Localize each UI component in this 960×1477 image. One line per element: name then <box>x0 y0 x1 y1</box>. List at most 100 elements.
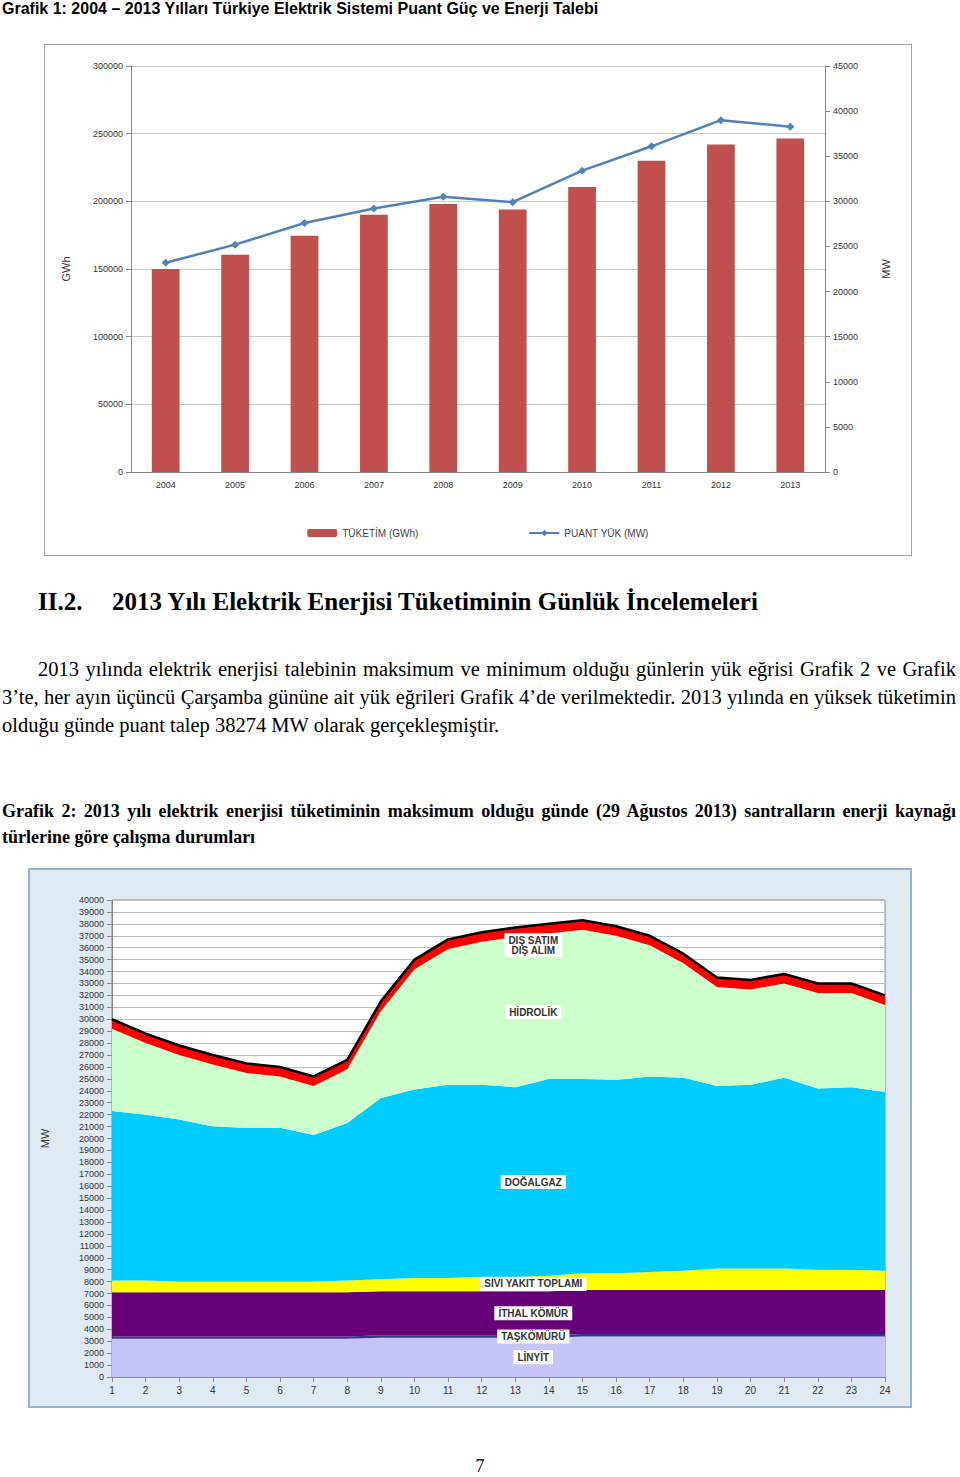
svg-text:30000: 30000 <box>79 1014 104 1024</box>
svg-text:TAŞKÖMÜRÜ: TAŞKÖMÜRÜ <box>501 1330 565 1342</box>
svg-text:2008: 2008 <box>433 480 453 490</box>
svg-text:12000: 12000 <box>79 1229 104 1239</box>
svg-text:2011: 2011 <box>642 480 661 490</box>
svg-text:27000: 27000 <box>79 1050 104 1060</box>
svg-text:14: 14 <box>543 1385 555 1396</box>
svg-text:32000: 32000 <box>79 990 104 1000</box>
svg-text:2004: 2004 <box>156 480 176 490</box>
svg-text:2013: 2013 <box>780 480 800 490</box>
svg-text:5: 5 <box>244 1385 250 1396</box>
svg-text:8: 8 <box>344 1385 350 1396</box>
svg-text:23: 23 <box>846 1385 858 1396</box>
svg-text:10: 10 <box>409 1385 421 1396</box>
svg-text:17: 17 <box>644 1385 656 1396</box>
svg-text:23000: 23000 <box>79 1098 104 1108</box>
svg-text:33000: 33000 <box>79 978 104 988</box>
svg-text:10000: 10000 <box>79 1253 104 1263</box>
svg-text:30000: 30000 <box>833 196 858 206</box>
svg-text:200000: 200000 <box>93 196 123 206</box>
svg-text:MW: MW <box>39 1128 51 1148</box>
svg-text:19000: 19000 <box>79 1145 104 1155</box>
svg-text:38000: 38000 <box>79 919 104 929</box>
svg-text:50000: 50000 <box>98 399 123 409</box>
svg-text:15000: 15000 <box>79 1193 104 1203</box>
svg-text:39000: 39000 <box>79 907 104 917</box>
svg-text:2007: 2007 <box>364 480 384 490</box>
svg-text:2006: 2006 <box>294 480 314 490</box>
svg-text:28000: 28000 <box>79 1038 104 1048</box>
svg-text:TÜKETİM (GWh): TÜKETİM (GWh) <box>342 527 418 539</box>
svg-text:7000: 7000 <box>84 1289 104 1299</box>
svg-text:11: 11 <box>443 1385 454 1396</box>
svg-text:HİDROLİK: HİDROLİK <box>509 1006 558 1018</box>
svg-text:19: 19 <box>711 1385 723 1396</box>
svg-text:16: 16 <box>611 1385 623 1396</box>
svg-text:13000: 13000 <box>79 1217 104 1227</box>
svg-text:15000: 15000 <box>833 332 858 342</box>
svg-text:16000: 16000 <box>79 1181 104 1191</box>
svg-text:18: 18 <box>678 1385 690 1396</box>
svg-text:2: 2 <box>143 1385 149 1396</box>
svg-text:26000: 26000 <box>79 1062 104 1072</box>
svg-text:0: 0 <box>99 1372 104 1382</box>
svg-text:7: 7 <box>311 1385 317 1396</box>
svg-text:2005: 2005 <box>225 480 245 490</box>
svg-text:İTHAL KÖMÜR: İTHAL KÖMÜR <box>498 1307 569 1319</box>
svg-text:4000: 4000 <box>84 1324 104 1334</box>
svg-text:40000: 40000 <box>833 106 858 116</box>
svg-text:25000: 25000 <box>833 241 858 251</box>
svg-text:2000: 2000 <box>84 1348 104 1358</box>
svg-text:9000: 9000 <box>84 1265 104 1275</box>
svg-text:3000: 3000 <box>84 1336 104 1346</box>
svg-text:150000: 150000 <box>93 264 123 274</box>
svg-text:21: 21 <box>779 1385 791 1396</box>
svg-text:21000: 21000 <box>79 1122 104 1132</box>
svg-text:11000: 11000 <box>80 1241 104 1251</box>
svg-text:13: 13 <box>510 1385 522 1396</box>
svg-text:DOĞALGAZ: DOĞALGAZ <box>505 1176 562 1188</box>
svg-text:MW: MW <box>880 259 892 279</box>
svg-text:100000: 100000 <box>93 332 123 342</box>
svg-text:1: 1 <box>109 1385 115 1396</box>
svg-text:DIŞ ALIM: DIŞ ALIM <box>512 945 556 956</box>
svg-text:300000: 300000 <box>93 61 123 71</box>
svg-text:PUANT YÜK (MW): PUANT YÜK (MW) <box>564 528 648 539</box>
svg-text:25000: 25000 <box>79 1074 104 1084</box>
svg-text:GWh: GWh <box>60 256 72 281</box>
svg-text:2009: 2009 <box>503 480 523 490</box>
svg-text:1000: 1000 <box>84 1360 104 1370</box>
svg-text:20000: 20000 <box>833 287 858 297</box>
svg-text:2012: 2012 <box>711 480 731 490</box>
svg-text:34000: 34000 <box>79 967 104 977</box>
svg-text:40000: 40000 <box>79 895 104 905</box>
svg-text:20: 20 <box>745 1385 757 1396</box>
svg-text:5000: 5000 <box>833 422 853 432</box>
svg-text:0: 0 <box>118 467 123 477</box>
svg-text:14000: 14000 <box>79 1205 104 1215</box>
svg-text:9: 9 <box>378 1385 384 1396</box>
svg-text:35000: 35000 <box>833 151 858 161</box>
svg-text:8000: 8000 <box>84 1277 104 1287</box>
svg-text:LİNYİT: LİNYİT <box>517 1351 549 1363</box>
svg-text:20000: 20000 <box>79 1134 104 1144</box>
svg-text:35000: 35000 <box>79 955 104 965</box>
svg-text:5000: 5000 <box>84 1312 104 1322</box>
svg-text:6: 6 <box>277 1385 283 1396</box>
svg-text:250000: 250000 <box>93 129 123 139</box>
svg-text:22000: 22000 <box>79 1110 104 1120</box>
svg-text:3: 3 <box>176 1385 182 1396</box>
svg-text:45000: 45000 <box>833 61 858 71</box>
svg-text:29000: 29000 <box>79 1026 104 1036</box>
svg-text:SIVI YAKIT TOPLAMI: SIVI YAKIT TOPLAMI <box>484 1278 582 1289</box>
svg-text:6000: 6000 <box>84 1300 104 1310</box>
svg-text:17000: 17000 <box>79 1169 104 1179</box>
svg-text:18000: 18000 <box>79 1157 104 1167</box>
svg-text:15: 15 <box>577 1385 589 1396</box>
svg-text:24: 24 <box>879 1385 891 1396</box>
svg-text:22: 22 <box>812 1385 824 1396</box>
svg-text:36000: 36000 <box>79 943 104 953</box>
svg-text:2010: 2010 <box>572 480 592 490</box>
svg-text:4: 4 <box>210 1385 216 1396</box>
svg-text:37000: 37000 <box>79 931 104 941</box>
svg-text:12: 12 <box>476 1385 488 1396</box>
